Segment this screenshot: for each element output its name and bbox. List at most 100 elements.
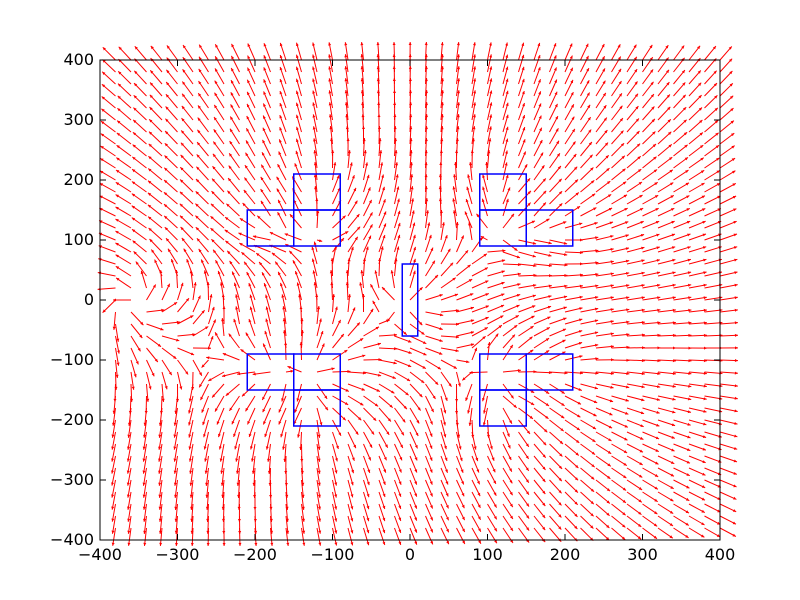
field-arrow [483, 407, 488, 426]
field-arrow-head [116, 145, 120, 149]
field-arrow-head [610, 372, 614, 375]
field-arrow-head [225, 392, 230, 396]
field-arrow [549, 395, 565, 407]
field-arrow-head [204, 458, 208, 462]
field-arrow-head [633, 44, 637, 48]
field-arrow [704, 527, 721, 538]
field-arrow-head [182, 69, 186, 73]
field-arrow [196, 141, 209, 157]
field-arrow-head [603, 105, 607, 109]
field-arrow [115, 347, 120, 366]
field-arrow-head [350, 518, 354, 522]
field-arrow-head [212, 178, 216, 182]
field-arrow-head [455, 309, 459, 313]
field-arrow-head [666, 94, 670, 98]
field-arrow-head [101, 84, 106, 88]
field-arrow [378, 211, 387, 229]
field-arrow [163, 167, 178, 181]
field-arrow-head [229, 260, 233, 265]
field-arrow-head [262, 127, 266, 131]
field-arrow-head [505, 174, 509, 178]
field-arrow-head [231, 68, 234, 72]
field-arrow [196, 237, 209, 253]
field-arrow-head [253, 507, 257, 510]
field-arrow [347, 354, 366, 361]
field-arrow [580, 55, 589, 73]
field-arrow-head [595, 357, 599, 361]
field-arrow-head [531, 315, 535, 319]
field-arrow-head [701, 183, 705, 186]
field-arrow [595, 345, 614, 349]
field-arrow [247, 55, 256, 73]
field-arrow [502, 251, 521, 259]
field-arrow-head [665, 45, 669, 49]
field-arrow-head [231, 43, 235, 48]
field-arrow-head [186, 259, 190, 263]
field-arrow-head [610, 320, 614, 324]
field-arrow [316, 318, 322, 337]
field-arrow-head [396, 186, 400, 190]
field-arrow-head [243, 189, 247, 194]
field-arrow-head [180, 167, 184, 171]
field-arrow-head [262, 408, 266, 413]
field-arrow-head [501, 259, 506, 263]
field-arrow-head [149, 119, 153, 123]
field-arrow [704, 407, 723, 413]
field-arrow-head [610, 345, 614, 348]
field-arrow-head [546, 218, 550, 222]
field-arrow [673, 156, 689, 169]
field-arrow-head [111, 470, 114, 474]
field-arrow-head [410, 186, 414, 190]
field-arrow-head [312, 90, 316, 94]
field-arrow-head [148, 216, 152, 220]
field-arrow-head [398, 469, 402, 473]
field-arrow-head [698, 82, 702, 86]
field-arrow-head [671, 246, 676, 250]
y-tick-label: 100 [63, 230, 94, 249]
field-arrow [316, 367, 335, 373]
field-arrow-head [414, 481, 417, 485]
field-arrow-head [334, 542, 338, 546]
field-arrow-head [657, 308, 661, 312]
field-arrow-head [382, 505, 386, 509]
field-arrow [127, 515, 132, 534]
field-arrow-head [685, 182, 689, 186]
field-arrow [276, 188, 287, 205]
field-arrow [344, 54, 349, 73]
field-arrow-head [205, 482, 209, 486]
field-arrow [704, 491, 721, 501]
field-arrow-head [252, 482, 256, 486]
field-arrow-head [126, 482, 130, 486]
field-arrow-head [353, 187, 356, 192]
field-arrow-head [414, 445, 418, 449]
field-arrow [222, 352, 240, 361]
field-arrow [471, 66, 476, 85]
field-arrow-head [579, 222, 583, 226]
field-arrow-head [387, 418, 391, 422]
field-arrow-head [214, 104, 218, 109]
field-arrow-head [500, 315, 504, 319]
field-arrow [378, 527, 386, 546]
field-arrow [394, 150, 397, 169]
field-arrow-head [286, 530, 290, 534]
field-arrow-head [365, 246, 369, 250]
field-arrow-head [586, 80, 590, 84]
field-arrow-head [625, 247, 629, 251]
field-arrow-head [717, 521, 721, 525]
field-arrow [533, 66, 541, 85]
field-arrow-head [367, 469, 371, 473]
field-arrow [564, 91, 574, 109]
field-arrow-head [328, 54, 332, 58]
field-arrow-head [127, 518, 131, 522]
field-arrow [252, 371, 271, 375]
field-arrow-head [732, 533, 736, 537]
field-arrow-head [429, 445, 433, 449]
field-arrow-head [225, 240, 229, 244]
field-arrow-head [358, 417, 362, 421]
field-arrow [143, 491, 147, 510]
field-arrow-head [559, 191, 563, 195]
field-arrow-head [382, 235, 386, 239]
field-arrow [146, 383, 149, 402]
field-arrow-head [558, 514, 562, 518]
field-arrow-head [606, 512, 610, 516]
